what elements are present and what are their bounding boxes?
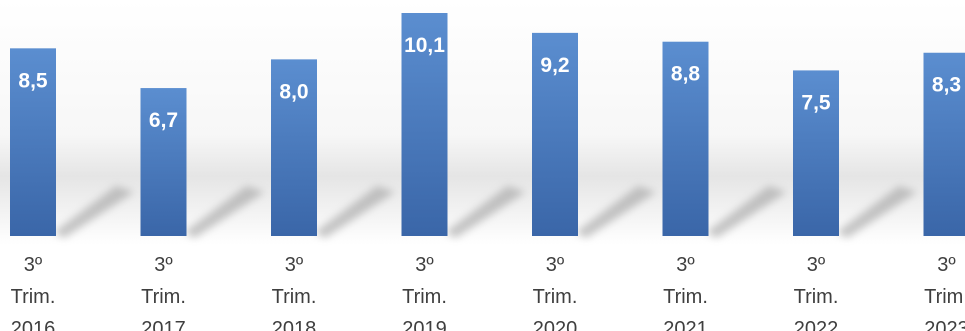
x-tick-label-line: 3º [546,254,565,276]
bar-shadow [54,186,134,238]
data-label: 6,7 [149,109,178,132]
x-tick-label: 3º Trim. 2020 [533,254,578,331]
x-tick-label-line: Trim. [11,286,56,308]
x-tick-label-line: Trim. [924,286,965,308]
bar-shadow [706,186,787,238]
x-axis-tick-labels: 3º Trim. 2016 3º Trim. 2017 3º Trim. 2018 3º Trim.… [11,254,965,331]
bar [662,41,709,236]
x-tick-label-line: Trim. [533,286,578,308]
bar-shadow [184,186,265,238]
x-tick-label-line: 3º [937,254,956,276]
data-label: 10,1 [404,34,445,57]
x-tick-label-line: 2023 [924,318,965,331]
bar-shadow [837,186,917,238]
data-label: 8,0 [279,80,308,103]
x-tick-label-line: 2020 [533,318,578,331]
x-tick-label-line: 3º [24,254,43,276]
x-tick-label-line: Trim. [663,286,708,308]
x-tick-label-line: 3º [807,254,826,276]
bar-shadow [315,186,395,238]
x-tick-label: 3º Trim. 2017 [141,254,186,331]
x-tick-label-line: 3º [415,254,434,276]
bar [532,32,578,236]
x-tick-label-line: 2018 [272,318,317,331]
x-tick-label: 3º Trim. 2021 [663,254,708,331]
bar [401,13,448,236]
x-tick-label-line: Trim. [402,286,447,308]
bar-shadows [54,186,917,238]
x-tick-label-line: 2022 [794,318,839,331]
data-label: 8,8 [671,63,701,86]
x-tick-label-line: Trim. [141,286,186,308]
x-tick-label-line: Trim. [794,286,839,308]
bars [10,13,965,237]
bar [271,59,317,237]
x-tick-label: 3º Trim. 2018 [272,254,317,331]
x-tick-label: 3º Trim. 2019 [402,254,447,331]
x-tick-label-line: 2016 [11,318,56,331]
data-label: 9,2 [540,54,569,77]
x-tick-label: 3º Trim. 2023 [924,254,965,331]
x-tick-label-line: 3º [285,254,304,276]
bar [793,70,839,236]
data-labels: 8,5 6,7 8,0 10,1 9,2 8,8 7,5 8,3 [18,34,961,132]
bar-shadow [445,186,526,238]
data-label: 8,5 [18,69,48,92]
data-label: 7,5 [801,91,831,114]
bar [140,88,187,236]
x-tick-label: 3º Trim. 2016 [11,254,56,331]
x-tick-label-line: 3º [676,254,695,276]
x-tick-label-line: 2017 [141,318,186,331]
x-tick-label-line: Trim. [272,286,317,308]
x-tick-label-line: 2021 [663,318,708,331]
bar [10,48,56,236]
bar-shadow [576,186,656,238]
x-tick-label: 3º Trim. 2022 [794,254,839,331]
x-tick-label-line: 2019 [402,318,447,331]
data-label: 8,3 [932,74,961,97]
bar [923,52,965,237]
x-tick-label-line: 3º [154,254,173,276]
